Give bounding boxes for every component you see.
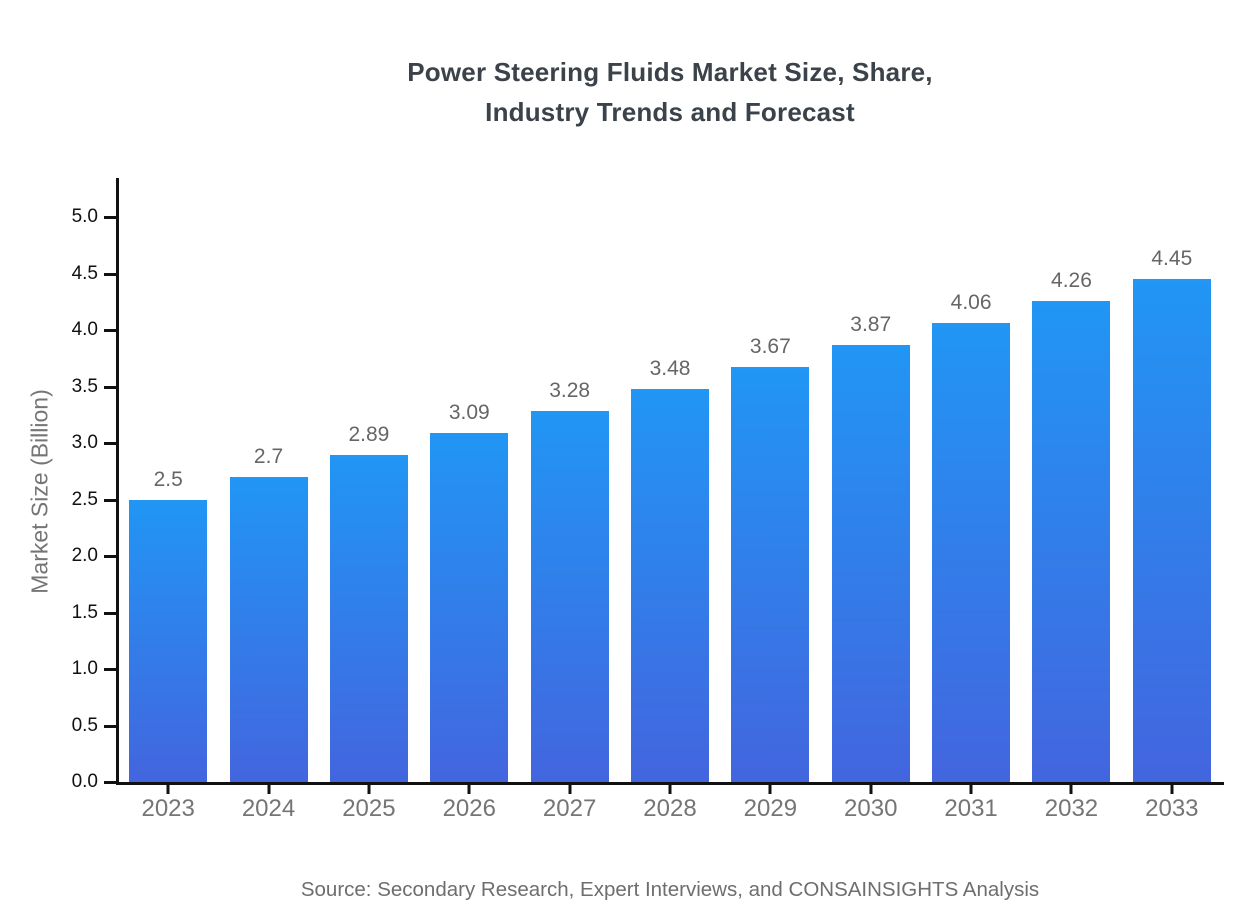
chart-title-line-2: Industry Trends and Forecast <box>485 97 855 127</box>
x-tick-mark <box>568 782 572 794</box>
y-tick-label: 0.5 <box>71 714 98 736</box>
y-tick-label: 3.5 <box>71 375 98 397</box>
y-tick-mark <box>104 216 116 219</box>
y-axis-spine <box>116 178 119 785</box>
y-tick-mark <box>104 555 116 558</box>
x-tick-label-2029: 2029 <box>743 795 798 822</box>
x-tick-mark <box>668 782 672 794</box>
bar-2023 <box>129 499 208 782</box>
bar-value-label-2026: 3.09 <box>448 400 490 424</box>
bar-2030 <box>831 344 910 782</box>
x-tick-label-2031: 2031 <box>944 795 998 822</box>
y-tick-label: 0.0 <box>71 771 98 792</box>
bar-2033 <box>1132 279 1211 782</box>
chart-title-line-1: Power Steering Fluids Market Size, Share… <box>407 57 933 87</box>
y-tick-label: 1.5 <box>71 601 98 623</box>
x-tick-label-2024: 2024 <box>241 795 296 822</box>
y-tick-mark <box>104 668 116 671</box>
y-tick-label: 2.5 <box>71 488 98 510</box>
bar-2028 <box>631 388 709 782</box>
y-tick-mark <box>104 385 116 389</box>
bar-value-label-2023: 2.5 <box>153 467 183 491</box>
y-tick-mark <box>104 498 116 502</box>
y-tick-label: 1.0 <box>71 658 98 679</box>
x-tick-mark <box>1069 782 1073 794</box>
bar-value-label-2031: 4.06 <box>950 291 992 315</box>
x-tick-label-2030: 2030 <box>844 795 898 822</box>
x-tick-label-2023: 2023 <box>141 795 195 822</box>
x-tick-label-2028: 2028 <box>643 795 697 822</box>
x-tick-mark <box>969 782 973 794</box>
bar-value-label-2029: 3.67 <box>749 335 791 359</box>
bar-value-label-2032: 4.26 <box>1051 268 1092 292</box>
bar-value-label-2033: 4.45 <box>1151 247 1193 271</box>
x-tick-label-2033: 2033 <box>1145 795 1199 822</box>
y-tick-mark <box>104 781 116 784</box>
x-tick-label-2027: 2027 <box>542 795 597 822</box>
y-tick-mark <box>104 329 116 332</box>
x-tick-mark <box>367 782 371 794</box>
bar-2031 <box>932 323 1011 782</box>
bar-value-label-2030: 3.87 <box>850 312 892 336</box>
x-tick-mark <box>166 782 170 794</box>
x-tick-mark <box>768 782 772 794</box>
x-tick-label-2025: 2025 <box>342 795 396 822</box>
y-tick-label: 4.0 <box>71 319 98 340</box>
bar-2027 <box>530 411 609 782</box>
x-tick-mark <box>467 782 471 794</box>
y-tick-label: 2.0 <box>71 545 98 566</box>
y-tick-label: 4.5 <box>71 262 98 284</box>
y-tick-mark <box>104 272 116 276</box>
y-tick-label: 5.0 <box>71 206 98 227</box>
bar-value-label-2027: 3.28 <box>549 379 591 403</box>
x-tick-label-2032: 2032 <box>1044 795 1099 822</box>
y-tick-mark <box>104 442 116 445</box>
bar-2024 <box>229 476 308 782</box>
y-tick-label: 3.0 <box>71 432 98 453</box>
bar-2029 <box>731 367 810 782</box>
x-tick-label-2026: 2026 <box>442 795 496 822</box>
chart-title: Power Steering Fluids Market Size, Share… <box>118 52 1222 132</box>
bar-2025 <box>329 455 408 782</box>
x-tick-mark <box>267 782 271 794</box>
bar-value-label-2025: 2.89 <box>348 423 390 447</box>
y-tick-mark <box>104 724 116 728</box>
bar-2032 <box>1032 300 1111 782</box>
bar-value-label-2028: 3.48 <box>649 356 691 380</box>
y-tick-mark <box>104 611 116 615</box>
source-note: Source: Secondary Research, Expert Inter… <box>300 878 1040 901</box>
bar-2026 <box>430 432 509 782</box>
x-tick-mark <box>869 782 873 794</box>
bar-value-label-2024: 2.7 <box>253 444 284 468</box>
x-tick-mark <box>1170 782 1174 794</box>
